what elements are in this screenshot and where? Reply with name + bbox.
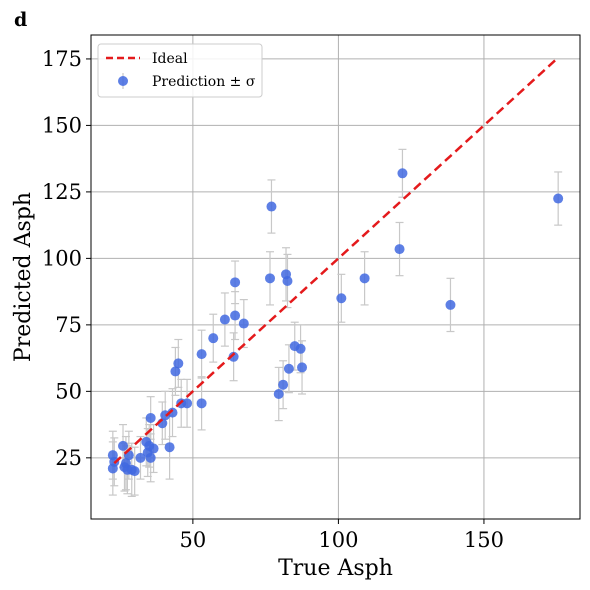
y-tick-label: 50: [55, 379, 82, 403]
data-point: [273, 389, 284, 400]
data-point: [394, 244, 405, 255]
y-tick-label: 125: [42, 180, 82, 204]
y-tick-label: 100: [42, 246, 82, 270]
data-point: [359, 273, 370, 284]
data-point: [129, 466, 140, 477]
legend-ideal-label: Ideal: [152, 51, 188, 67]
y-tick-label: 150: [42, 113, 82, 137]
y-tick-label: 75: [55, 313, 82, 337]
ideal-line-layer: [113, 58, 558, 465]
data-point: [230, 310, 241, 321]
y-tick-label: 175: [42, 47, 82, 71]
data-point: [182, 398, 193, 409]
x-axis-label: True Asph: [278, 556, 393, 581]
x-tick-label: 100: [318, 528, 358, 552]
data-point: [118, 440, 129, 451]
data-point: [283, 363, 294, 374]
data-point: [170, 366, 181, 377]
data-point: [148, 443, 159, 454]
data-point: [135, 452, 146, 463]
y-tick-label: 25: [55, 446, 82, 470]
data-point: [265, 273, 276, 284]
legend: Ideal Prediction ± σ: [97, 43, 263, 98]
grid: [91, 35, 580, 519]
data-point: [164, 442, 175, 453]
data-point: [145, 412, 156, 423]
data-point: [230, 277, 241, 288]
data-point: [553, 193, 564, 204]
legend-prediction-label: Prediction ± σ: [152, 74, 256, 90]
data-point: [219, 314, 230, 325]
data-point: [173, 358, 184, 369]
data-point: [282, 275, 293, 286]
error-bars: [108, 148, 563, 497]
legend-point-swatch: [118, 76, 128, 86]
data-point: [208, 333, 219, 344]
data-points: [107, 168, 564, 477]
y-axis-label: Predicted Asph: [11, 192, 36, 362]
data-point: [445, 299, 456, 310]
data-point: [196, 398, 207, 409]
data-point: [167, 407, 178, 418]
data-point: [196, 349, 207, 360]
data-point: [336, 293, 347, 304]
panel-label: d: [14, 9, 27, 31]
data-point: [297, 362, 308, 373]
data-point: [228, 351, 239, 362]
data-point: [397, 168, 408, 179]
plot-frame: [90, 34, 581, 520]
data-point: [238, 318, 249, 329]
data-point: [278, 379, 289, 390]
data-point: [145, 452, 156, 463]
x-tick-label: 50: [180, 528, 207, 552]
data-point: [266, 201, 277, 212]
x-tick-label: 150: [464, 528, 504, 552]
ideal-line: [113, 58, 558, 465]
data-point: [295, 343, 306, 354]
axis-ticks: 50 100 150 25 50 75 100 125 150 175: [42, 47, 504, 552]
